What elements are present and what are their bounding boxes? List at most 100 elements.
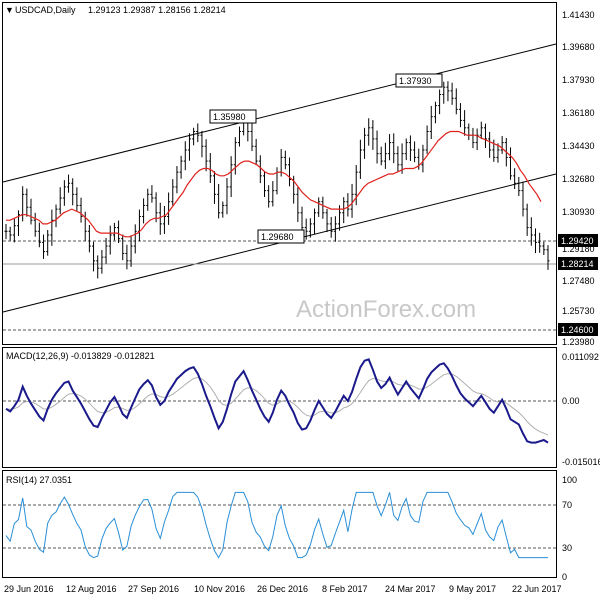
ohlc-bar	[92, 241, 96, 272]
macd-tick: 0.00	[562, 396, 580, 406]
ohlc-bar	[542, 241, 546, 256]
ohlc-bar	[446, 81, 450, 102]
ohlc-bar	[413, 141, 417, 163]
ohlc-bar	[296, 187, 300, 222]
ohlc-bar	[400, 143, 404, 174]
ohlc-bar	[371, 120, 375, 150]
date-tick: 9 May 2017	[449, 584, 496, 594]
callout-129680: 1.29680	[257, 229, 305, 244]
date-tick: 22 Jun 2017	[512, 584, 562, 594]
ohlc-bar	[212, 171, 216, 204]
ohlc-bar	[388, 134, 392, 161]
ohlc-bar	[354, 165, 358, 206]
moving-average-line	[6, 130, 542, 238]
ohlc-bar	[192, 127, 196, 146]
ohlc-bar	[433, 101, 437, 124]
ohlc-bar	[250, 121, 254, 152]
ohlc-bar	[79, 197, 83, 223]
ohlc-bar	[517, 176, 521, 197]
ohlc-bar	[225, 178, 229, 215]
ohlc-bar	[117, 220, 121, 244]
ohlc-bar	[8, 226, 12, 241]
rsi-tick: 30	[562, 543, 572, 553]
ohlc-bar	[196, 123, 200, 143]
price-tick: 1.36180	[562, 108, 595, 118]
ohlc-bar	[479, 121, 483, 140]
price-badge-128214: 1.28214	[558, 257, 598, 270]
ohlc-bar	[283, 150, 287, 170]
ohlc-bar	[62, 180, 66, 206]
ohlc-bar	[483, 123, 487, 149]
price-tick: 1.27480	[562, 276, 595, 286]
ohlc-bar	[12, 218, 16, 243]
ohlc-bar	[375, 130, 379, 164]
rsi-tick: 100	[562, 475, 577, 485]
ohlc-bar	[317, 197, 321, 218]
ohlc-bar	[46, 229, 50, 256]
ohlc-bar	[346, 193, 350, 217]
ohlc-bar	[458, 103, 462, 128]
ohlc-bar	[425, 125, 429, 154]
ohlc-bar	[392, 133, 396, 164]
rsi-tick: 0	[562, 572, 567, 582]
ohlc-bar	[367, 118, 371, 146]
ohlc-bar	[508, 147, 512, 180]
ohlc-bar	[58, 187, 62, 215]
ohlc-bar	[267, 185, 271, 208]
date-tick: 26 Dec 2016	[257, 584, 308, 594]
macd-panel-frame	[2, 347, 557, 468]
ohlc-bar	[25, 188, 29, 217]
ohlc-bar	[308, 218, 312, 238]
ohlc-bar	[304, 218, 308, 240]
ohlc-bar	[129, 235, 133, 267]
ohlc-bar	[442, 81, 446, 104]
ohlc-bar	[158, 202, 162, 235]
ohlc-bar	[396, 146, 400, 172]
ohlc-bar	[237, 126, 241, 147]
ohlc-bar	[167, 192, 171, 225]
ohlc-bar	[521, 181, 525, 217]
ohlc-bar	[358, 139, 362, 179]
ohlc-bar	[108, 225, 112, 255]
ohlc-bar	[463, 110, 467, 136]
ohlc-bar	[533, 228, 537, 254]
ohlc-bar	[87, 224, 91, 253]
ohlc-bar	[333, 216, 337, 242]
price-tick: 1.37930	[562, 75, 595, 85]
symbol-label: USDCAD,Daily	[15, 5, 76, 15]
price-axis: 1.41430 1.39680 1.37930 1.36180 1.34430 …	[562, 10, 595, 347]
price-badge-124600: 1.24600	[558, 323, 598, 336]
price-tick: 1.29180	[562, 244, 595, 254]
ohlc-bar	[179, 155, 183, 179]
svg-text:1.29680: 1.29680	[261, 232, 294, 242]
ohlc-bar	[208, 153, 212, 184]
ohlc-bar	[125, 244, 129, 270]
callout-135980: 1.35980	[209, 109, 257, 124]
ohlc-bar	[500, 136, 504, 154]
ohlc-bar	[204, 139, 208, 172]
rsi-line	[5, 491, 548, 559]
macd-tick: -0.015016	[562, 457, 600, 467]
svg-text:1.24600: 1.24600	[561, 325, 594, 335]
ohlc-values: 1.29123 1.29387 1.28156 1.28214	[88, 5, 226, 15]
ohlc-bar	[121, 234, 125, 261]
ohlc-bar	[363, 127, 367, 159]
ohlc-bar	[162, 205, 166, 234]
ohlc-bar	[104, 237, 108, 264]
ohlc-bar	[142, 198, 146, 224]
ohlc-bar	[75, 187, 79, 211]
ohlc-bar	[154, 192, 158, 223]
price-badge-129420: 1.29420	[558, 234, 598, 247]
price-tick: 1.25730	[562, 306, 595, 316]
macd-label: MACD(12,26,9) -0.013829 -0.012821	[6, 351, 155, 361]
ohlc-bar	[421, 144, 425, 173]
ohlc-bar	[429, 105, 433, 139]
ohlc-bar	[513, 168, 517, 189]
ohlc-bar	[150, 185, 154, 203]
rsi-label: RSI(14) 27.0351	[6, 475, 72, 485]
dropdown-icon[interactable]: ▼	[5, 5, 14, 15]
price-tick: 1.39680	[562, 42, 595, 52]
ohlc-bar	[271, 181, 275, 207]
rsi-panel-frame	[2, 470, 557, 578]
svg-text:1.37930: 1.37930	[399, 76, 432, 86]
